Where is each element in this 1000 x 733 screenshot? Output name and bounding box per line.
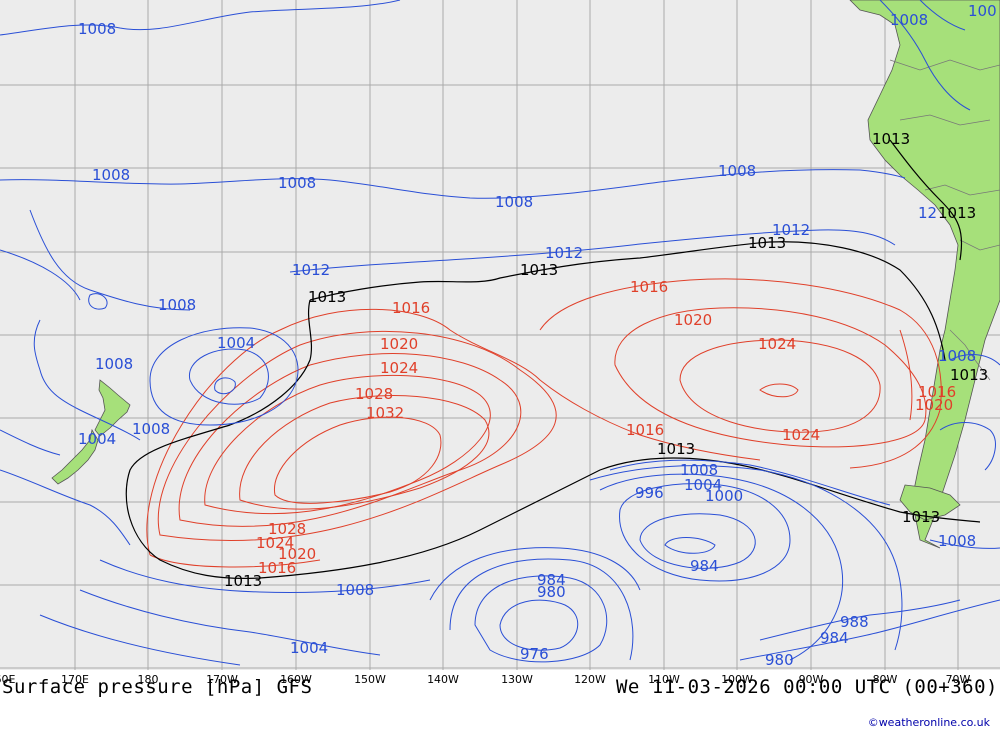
longitude-label: 180: [137, 673, 159, 686]
isobar-label: 1004: [684, 476, 722, 494]
isobar-label: 1004: [78, 430, 116, 448]
longitude-label: 70W: [945, 673, 971, 686]
isobar-label: 1016: [392, 299, 430, 317]
map-title: Surface pressure [hPa] GFS: [2, 676, 313, 698]
isobar-label: 980: [765, 651, 794, 669]
isobar-label: 1013: [657, 440, 695, 458]
isobar-label: 988: [840, 613, 869, 631]
isobar-label: 1028: [355, 385, 393, 403]
isobar-label: 1008: [158, 296, 196, 314]
landmasses: [51, 0, 1000, 549]
isobar-label: 1008: [78, 20, 116, 38]
isobar-label: 1008: [718, 162, 756, 180]
longitude-label: 160W: [280, 673, 312, 686]
isobar-label: 1024: [256, 534, 294, 552]
longitude-label: 100W: [721, 673, 753, 686]
isobar-label: 1008: [278, 174, 316, 192]
isobar-label: 1013: [520, 261, 558, 279]
isobar-label: 100: [968, 2, 997, 20]
isobar-label: 996: [635, 484, 664, 502]
longitude-label: 140W: [427, 673, 459, 686]
country-borders: [889, 59, 1000, 381]
valid-time: We 11-03-2026 00:00 UTC (00+360): [615, 676, 998, 698]
isobar-label: 1016: [630, 278, 668, 296]
isobar-labels: 1008 1008 100 1008 1008 1008 1008 1012 1…: [78, 2, 997, 669]
isobar-label: 1013: [308, 288, 346, 306]
isobar-label: 976: [520, 645, 549, 663]
isobar-label: 1020: [674, 311, 712, 329]
longitude-label: 110W: [648, 673, 680, 686]
tierra-del-fuego: [899, 484, 961, 521]
isobar-label: 1013: [748, 234, 786, 252]
longitude-label: 80W: [872, 673, 898, 686]
isobar-label: 1012: [545, 244, 583, 262]
south-america-landmass: [849, 0, 1000, 549]
isobar-label: 984: [820, 629, 849, 647]
isobar-label: 1012: [772, 221, 810, 239]
isobar-label: 1024: [782, 426, 820, 444]
isobar-label: 1013: [950, 366, 988, 384]
isobar-label: 1008: [132, 420, 170, 438]
isobar-label: 1020: [278, 545, 316, 563]
credit-link[interactable]: ©weatheronline.co.uk: [867, 716, 990, 729]
isobar-label: 1012: [292, 261, 330, 279]
isobar-label: 980: [537, 583, 566, 601]
isobar-label: 984: [537, 571, 566, 589]
isobar-label: 1004: [217, 334, 255, 352]
isobar-label: 1013: [224, 572, 262, 590]
isobar-label: 1020: [915, 396, 953, 414]
isobar-label: 1016: [258, 559, 296, 577]
isobar-label: 1020: [380, 335, 418, 353]
longitude-label: 170W: [206, 673, 238, 686]
high-isobars: [146, 278, 942, 568]
isobar-label: 1024: [380, 359, 418, 377]
isobar-label: 1032: [366, 404, 404, 422]
isobar-label: 1013: [902, 508, 940, 526]
isobar-label: 1004: [290, 639, 328, 657]
graticule: [0, 0, 1000, 670]
isobar-label: 1000: [705, 487, 743, 505]
longitude-label: 90W: [798, 673, 824, 686]
isobar-label: 1016: [918, 383, 956, 401]
isobar-label: 1008: [336, 581, 374, 599]
isobar-label: 1008: [495, 193, 533, 211]
low-isobars: [0, 0, 1000, 666]
isobar-label: 1013: [872, 130, 910, 148]
isobar-label: 1024: [758, 335, 796, 353]
isobar-label: 1008: [92, 166, 130, 184]
isobar-label: 1028: [268, 520, 306, 538]
isobar-label: 1008: [95, 355, 133, 373]
pressure-map: 1008 1008 100 1008 1008 1008 1008 1012 1…: [0, 0, 1000, 670]
isobar-label: 984: [690, 557, 719, 575]
longitude-label: 130W: [501, 673, 533, 686]
isobar-label: 1008: [680, 461, 718, 479]
longitude-label: 60E: [0, 673, 16, 686]
longitude-label: 120W: [574, 673, 606, 686]
south-island-nz: [51, 428, 99, 485]
longitude-label: 170E: [61, 673, 89, 686]
isobar-label: 1016: [626, 421, 664, 439]
isobar-label: 1008: [938, 347, 976, 365]
isobar-label: 1008: [890, 11, 928, 29]
isobar-label: 1008: [938, 532, 976, 550]
isobar-label: 1013: [938, 204, 976, 222]
longitude-label: 150W: [354, 673, 386, 686]
north-island-nz: [94, 379, 131, 437]
isobar-label: 12: [918, 204, 937, 222]
